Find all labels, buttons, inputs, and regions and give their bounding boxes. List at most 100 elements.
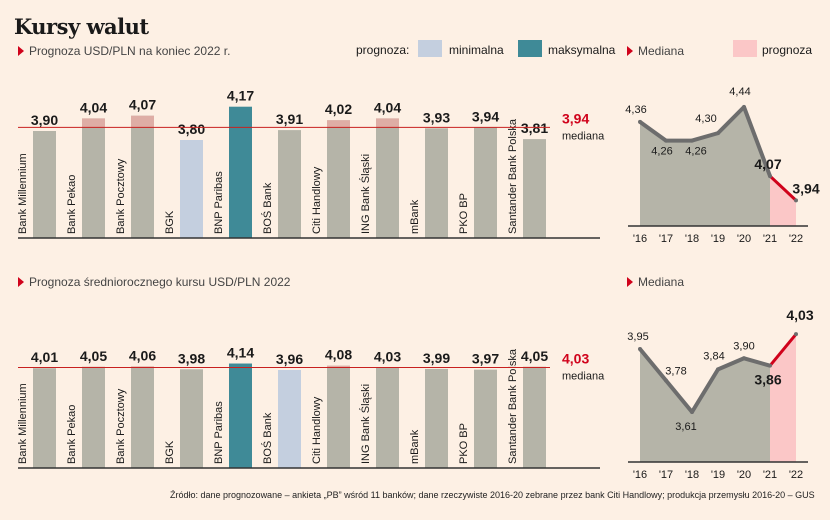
bar-category-label: Citi Handlowy [311, 396, 323, 464]
bar [278, 130, 301, 238]
bar-above-median [376, 118, 399, 128]
bar-above-median [327, 120, 350, 128]
line-value-label: 3,84 [703, 350, 724, 362]
line-point [690, 410, 694, 415]
chart2-title: Mediana [638, 44, 685, 58]
bar [474, 369, 497, 468]
bar-value-label: 4,06 [129, 347, 156, 363]
bar-category-label: BNP Paribas [213, 401, 225, 464]
x-tick-label: '16 [633, 469, 647, 481]
bar [82, 118, 105, 238]
line-point [638, 119, 642, 124]
forecast-area [770, 176, 796, 226]
bar [376, 367, 399, 468]
bar [131, 115, 154, 238]
line-point [742, 105, 746, 109]
bar-above-median [131, 366, 154, 368]
bar-above-median [131, 115, 154, 128]
line-point [742, 356, 746, 361]
bar-category-label: Santander Bank Polska [507, 118, 519, 234]
line-point [794, 198, 798, 203]
bar-category-label: PKO BP [458, 193, 470, 234]
bar-category-label: BGK [164, 440, 176, 464]
bar-value-label: 3,99 [423, 350, 450, 366]
line-value-label: 3,94 [792, 180, 819, 196]
bar-value-label: 4,08 [325, 347, 352, 363]
bar-category-label: BOŚ Bank [261, 412, 274, 464]
triangle-marker-icon [18, 46, 24, 56]
bar-category-label: BOŚ Bank [261, 182, 274, 234]
bar-category-label: Santander Bank Polska [507, 348, 519, 464]
bar-value-label: 4,04 [374, 99, 401, 115]
x-tick-label: '19 [711, 233, 725, 245]
line-point [716, 131, 720, 136]
subtitle-3: Prognoza średniorocznego kursu USD/PLN 2… [18, 275, 290, 289]
median-value-label: 3,94 [562, 110, 589, 126]
x-tick-label: '18 [685, 469, 699, 481]
legend-swatch-min [418, 40, 442, 57]
median-text: mediana [562, 130, 605, 142]
bar-category-label: Bank Pekao [66, 405, 78, 464]
bar-value-label: 3,81 [521, 120, 548, 136]
bar-value-label: 3,94 [472, 108, 499, 124]
bar [474, 127, 497, 238]
bar-category-label: Bank Pekao [66, 175, 78, 234]
line-value-label: 4,30 [695, 113, 716, 125]
bar-category-label: Bank Pocztowy [115, 158, 127, 234]
line-value-label: 3,95 [627, 331, 648, 343]
x-tick-label: '22 [789, 233, 803, 245]
page-title: Kursy walut [14, 14, 149, 39]
bar [327, 365, 350, 468]
line-point [768, 363, 772, 368]
line-point [768, 174, 772, 179]
bar [425, 368, 448, 468]
subtitle-4: Mediana [627, 275, 684, 289]
bar-value-label: 3,98 [178, 350, 205, 366]
legend-label: prognoza: [356, 43, 410, 57]
forecast-area [770, 334, 796, 462]
chart1-title: Prognoza USD/PLN na koniec 2022 r. [29, 44, 231, 58]
line-area [640, 107, 796, 226]
bar-value-label: 3,96 [276, 351, 303, 367]
line-point [664, 378, 668, 383]
bar-category-label: BGK [164, 210, 176, 234]
bar [278, 370, 301, 468]
bar-value-label: 4,04 [80, 99, 107, 115]
series-line [638, 347, 771, 415]
bar-category-label: BNP Paribas [213, 171, 225, 234]
triangle-marker-icon [627, 277, 633, 287]
median-text: mediana [562, 370, 605, 382]
line-value-label: 4,07 [754, 156, 781, 172]
bar-value-label: 4,05 [80, 348, 107, 364]
source-note: Źródło: dane prognozowane – ankieta „PB”… [170, 490, 815, 500]
line-value-label: 4,03 [786, 307, 813, 323]
bar-above-median [82, 118, 105, 128]
x-tick-label: '21 [763, 469, 777, 481]
forecast-line [768, 333, 798, 367]
line-value-label: 3,86 [754, 372, 781, 388]
bar [33, 368, 56, 468]
x-tick-label: '22 [789, 469, 803, 481]
x-tick-label: '20 [737, 233, 751, 245]
bar-category-label: Bank Millennium [17, 383, 29, 464]
legend-forecast-label: prognoza [762, 43, 813, 57]
bar [180, 369, 203, 468]
legend-swatch-max [518, 40, 542, 57]
line-point [794, 332, 798, 337]
line-value-label: 4,36 [625, 104, 646, 116]
line-point [664, 138, 668, 143]
bar-category-label: Citi Handlowy [311, 166, 323, 234]
bar-category-label: ING Bank Śląski [359, 154, 372, 234]
bar-value-label: 3,97 [472, 351, 499, 367]
bar-category-label: Bank Pocztowy [115, 388, 127, 464]
bar-value-label: 4,03 [374, 348, 401, 364]
bar-value-label: 3,90 [31, 112, 58, 128]
bar [33, 131, 56, 238]
bar [327, 120, 350, 238]
chart3-title: Prognoza średniorocznego kursu USD/PLN 2… [29, 275, 291, 289]
bar-value-label: 4,05 [521, 348, 548, 364]
bar-value-label: 3,80 [178, 121, 205, 137]
bar-value-label: 4,17 [227, 88, 254, 104]
line-point [716, 367, 720, 372]
